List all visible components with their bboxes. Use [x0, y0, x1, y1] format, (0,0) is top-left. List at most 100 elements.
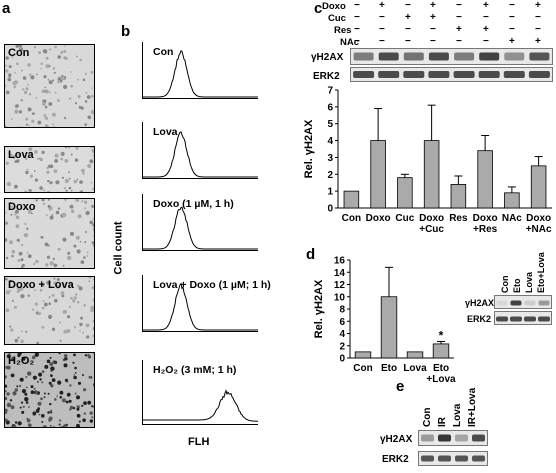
y-tick-label: 4 — [327, 136, 333, 147]
cell-dot — [74, 158, 79, 162]
cell-dot — [55, 180, 60, 185]
blot-band — [455, 434, 468, 442]
blot-gh2ax-c — [350, 48, 553, 65]
cell-dot — [90, 70, 94, 74]
y-tick-label: 0 — [339, 354, 345, 365]
bar — [423, 140, 440, 209]
error-bar — [437, 340, 445, 344]
cell-dot — [69, 231, 75, 236]
cell-dot — [12, 81, 17, 85]
cell-dot — [10, 213, 13, 216]
cell-dot — [69, 405, 74, 410]
cell-dot — [25, 401, 29, 404]
cell-dot — [21, 389, 27, 394]
cell-dot — [48, 91, 51, 94]
cell-dot — [34, 302, 38, 306]
cell-dot — [91, 241, 94, 245]
cell-dot — [60, 52, 63, 55]
cell-dot — [14, 305, 17, 309]
cell-dot — [33, 391, 36, 393]
cell-dot — [32, 375, 37, 380]
cell-dot — [25, 170, 29, 175]
cell-dot — [92, 218, 94, 221]
blot-band — [353, 52, 374, 61]
cell-dot — [50, 384, 54, 388]
cell-dot — [84, 207, 87, 210]
cell-dot — [68, 305, 72, 309]
cell-dot — [44, 86, 47, 89]
histogram-label: Con — [153, 46, 174, 58]
cell-dot — [24, 222, 27, 225]
cell-dot — [53, 361, 56, 364]
cell-dot — [8, 73, 11, 76]
cell-dot — [67, 251, 71, 255]
cell-dot — [86, 255, 89, 257]
treatment-mark: + — [483, 24, 489, 35]
cell-dot — [28, 190, 32, 192]
cell-dot — [5, 56, 9, 60]
cell-dot — [79, 322, 83, 327]
cell-dot — [64, 147, 67, 149]
cell-dot — [45, 263, 49, 267]
cell-dot — [52, 426, 55, 427]
cell-dot — [27, 107, 32, 112]
cell-dot — [50, 366, 55, 371]
cell-dot — [57, 55, 61, 59]
cell-dot — [60, 291, 65, 295]
cell-dot — [69, 281, 71, 284]
cell-dot — [59, 339, 62, 342]
treatment-mark: − — [405, 24, 411, 35]
category-label: Eto — [433, 363, 449, 374]
bar — [450, 184, 467, 209]
y-tick-label: 10 — [334, 292, 346, 303]
cell-dot — [44, 90, 47, 92]
cell-dot — [21, 69, 23, 72]
cell-dot — [22, 88, 25, 91]
cell-dot — [30, 151, 33, 154]
cell-dot — [41, 306, 45, 310]
cell-dot — [54, 159, 58, 163]
cell-dot — [93, 340, 94, 343]
cell-dot — [5, 396, 8, 401]
cell-dot — [49, 424, 52, 427]
blot-band — [453, 71, 475, 78]
cell-dot — [48, 418, 52, 422]
cell-dot — [36, 381, 39, 383]
cell-dot — [20, 401, 24, 404]
lane-label: Con — [500, 275, 510, 294]
cell-dot — [83, 200, 88, 204]
cell-dot — [84, 123, 87, 126]
cell-dot — [76, 250, 79, 253]
cell-dot — [61, 176, 65, 179]
cell-dot — [81, 168, 85, 173]
treatment-mark: + — [430, 0, 436, 11]
bar — [370, 140, 386, 209]
micrograph-label: Con — [8, 47, 30, 59]
blot-band — [510, 300, 522, 306]
cell-dot — [75, 293, 78, 296]
cell-dot — [42, 425, 47, 427]
cell-dot — [8, 353, 11, 355]
cell-dot — [42, 49, 48, 54]
lane-label: IR — [437, 417, 448, 427]
cell-dot — [5, 90, 10, 95]
cell-dot — [5, 384, 8, 388]
cell-dot — [19, 126, 22, 127]
treatment-mark: + — [379, 0, 385, 11]
blot-band — [538, 316, 550, 322]
cell-dot — [71, 190, 73, 192]
lane-label: Con — [422, 407, 433, 427]
cell-dot — [73, 375, 77, 380]
cell-dot — [70, 71, 72, 73]
cell-dot — [36, 157, 39, 160]
cell-dot — [35, 259, 39, 264]
cell-dot — [13, 85, 17, 89]
cell-dot — [14, 213, 17, 216]
cell-dot — [56, 284, 60, 288]
treatment-mark: − — [379, 12, 385, 23]
micrograph-texture — [5, 277, 94, 344]
histogram-con: Con — [142, 42, 258, 99]
cell-dot — [63, 187, 66, 190]
histogram-label: Doxo (1 µM, 1 h) — [153, 198, 234, 210]
cell-dot — [37, 401, 42, 406]
